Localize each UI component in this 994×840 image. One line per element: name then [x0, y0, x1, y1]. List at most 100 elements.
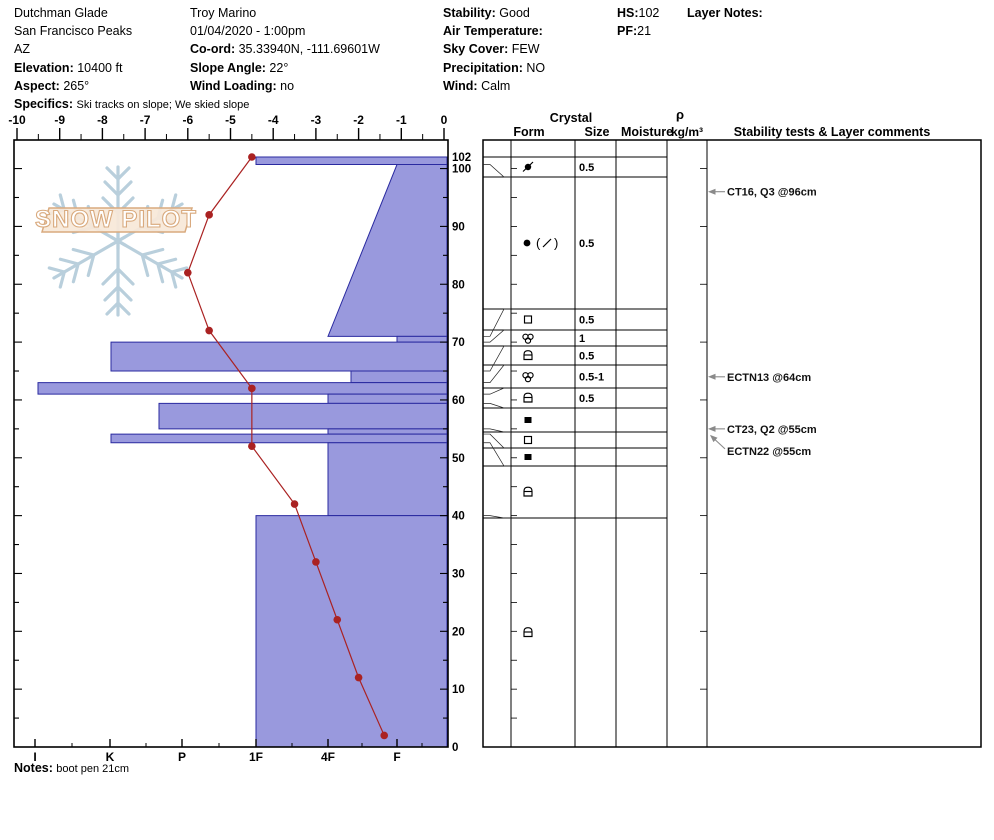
svg-text:20: 20	[452, 626, 465, 638]
header-observer-column: Troy Marino 01/04/2020 - 1:00pm Co-ord: …	[190, 4, 380, 95]
crystal-row	[523, 627, 533, 638]
crystal-row	[523, 486, 533, 497]
observation-datetime: 01/04/2020 - 1:00pm	[190, 24, 306, 39]
svg-text:(: (	[536, 236, 541, 251]
test-annotation: CT16, Q3 @96cm	[708, 187, 817, 199]
temperature-line	[184, 153, 389, 740]
svg-text:-8: -8	[97, 113, 108, 127]
header-location-column: Dutchman Glade San Francisco Peaks AZ El…	[14, 4, 249, 114]
observer-name: Troy Marino	[190, 6, 257, 20]
slope-angle-line: Slope Angle: 22°	[190, 60, 289, 75]
svg-text:Stability tests & Layer commen: Stability tests & Layer comments	[734, 125, 931, 139]
crystal-row: 0.5	[523, 350, 594, 363]
svg-text:-1: -1	[396, 113, 407, 127]
temp-point	[205, 211, 213, 219]
layer-connectors	[483, 164, 511, 519]
svg-text:0: 0	[441, 113, 448, 127]
svg-text:-10: -10	[8, 113, 26, 127]
svg-text:60: 60	[452, 395, 465, 407]
svg-text:-5: -5	[225, 113, 236, 127]
wind-loading-line: Wind Loading: no	[190, 78, 295, 93]
svg-text:ρ: ρ	[676, 107, 684, 122]
layer-bar	[396, 335, 448, 343]
layer-bar	[37, 382, 448, 395]
svg-text:Size: Size	[584, 125, 609, 139]
svg-text:K: K	[106, 750, 115, 764]
temp-point	[333, 615, 342, 624]
svg-text:1: 1	[579, 333, 585, 345]
svg-text:0.5: 0.5	[579, 351, 594, 363]
snowpilot-logo: SNOW PILOT	[34, 165, 197, 317]
svg-text:-3: -3	[311, 113, 322, 127]
layer-bar	[110, 341, 448, 372]
temp-point	[354, 673, 363, 682]
sky-cover-line: Sky Cover: FEW	[443, 42, 540, 57]
layer-bar	[327, 442, 448, 517]
crystal-rows: 0.5 () 0.5 0.5 1 0.5 0.5-1 0.5	[522, 161, 604, 638]
snow-height-line: HS:102	[617, 6, 660, 20]
crystal-row	[524, 454, 532, 460]
pit-name: Dutchman Glade	[14, 6, 108, 20]
range-name: San Francisco Peaks	[14, 24, 133, 39]
svg-text:-9: -9	[54, 113, 65, 127]
temp-point	[184, 268, 192, 277]
svg-text:40: 40	[452, 511, 465, 523]
specifics-line: Specifics: Ski tracks on slope; We skied…	[14, 97, 250, 112]
crystal-row: 0.5	[523, 315, 594, 327]
svg-text:-7: -7	[140, 113, 151, 127]
svg-text:30: 30	[452, 568, 465, 580]
crystal-row: 0.5	[522, 161, 594, 174]
crystal-row	[523, 435, 533, 445]
temp-point	[380, 731, 389, 740]
layer-bar	[327, 428, 448, 435]
svg-text:-4: -4	[268, 113, 279, 127]
svg-text:0.5: 0.5	[579, 238, 594, 250]
svg-text:0: 0	[452, 742, 458, 754]
layer-bar	[350, 370, 448, 384]
layer-bar	[110, 433, 448, 444]
svg-text:70: 70	[452, 337, 465, 349]
layer-bar	[158, 402, 448, 430]
svg-text:I: I	[33, 750, 36, 764]
temp-point	[248, 384, 256, 393]
crystal-row: () 0.5	[523, 236, 594, 251]
svg-text:100: 100	[452, 164, 471, 176]
test-annotation: ECTN22 @55cm	[710, 434, 811, 458]
aspect-line: Aspect: 265°	[14, 78, 90, 93]
svg-text:0.5: 0.5	[579, 162, 594, 174]
air-temperature-line: Air Temperature:	[443, 24, 543, 39]
svg-text:102: 102	[452, 152, 471, 164]
axes: -10 -9 -8 -7 -6 -5 -4 -3 -2 -1 0102100908070605040…	[8, 113, 471, 764]
header-conditions-column: Stability: Good Air Temperature: Sky Cov…	[443, 4, 545, 95]
stability-line: Stability: Good	[443, 6, 530, 20]
svg-text:ECTN22 @55cm: ECTN22 @55cm	[727, 446, 811, 458]
svg-text:Moisture: Moisture	[621, 125, 673, 139]
wind-line: Wind: Calm	[443, 78, 511, 93]
layer-bar	[327, 393, 448, 404]
notes-line: Notes: boot pen 21cm	[14, 761, 130, 775]
precipitation-line: Precipitation: NO	[443, 60, 546, 75]
header-totals-column: HS:102 PF:21	[617, 4, 659, 40]
svg-text:): )	[554, 236, 558, 251]
temp-point	[205, 326, 213, 335]
layer-notes-label: Layer Notes:	[687, 6, 763, 20]
crystal-row: 1	[522, 333, 585, 345]
layer-bar	[255, 515, 448, 748]
stability-tests: CT16, Q3 @96cm ECTN13 @64cm CT23, Q2 @55cm…	[708, 187, 817, 458]
temp-point	[248, 442, 256, 451]
svg-text:90: 90	[452, 221, 465, 233]
crystal-row: 0.5-1	[522, 372, 604, 384]
state-name: AZ	[14, 42, 30, 57]
pit-foot-line: PF:21	[617, 24, 652, 39]
svg-text:CT16, Q3 @96cm: CT16, Q3 @96cm	[727, 187, 817, 199]
svg-text:F: F	[393, 750, 400, 764]
header-layer-notes-column: Layer Notes:	[687, 4, 763, 22]
coordinates-line: Co-ord: 35.33940N, -111.69601W	[190, 42, 380, 57]
crystal-row	[524, 417, 532, 423]
svg-text:10: 10	[452, 684, 465, 696]
svg-text:50: 50	[452, 453, 465, 465]
hardness-bars	[37, 156, 448, 748]
svg-text:1F: 1F	[249, 750, 263, 764]
